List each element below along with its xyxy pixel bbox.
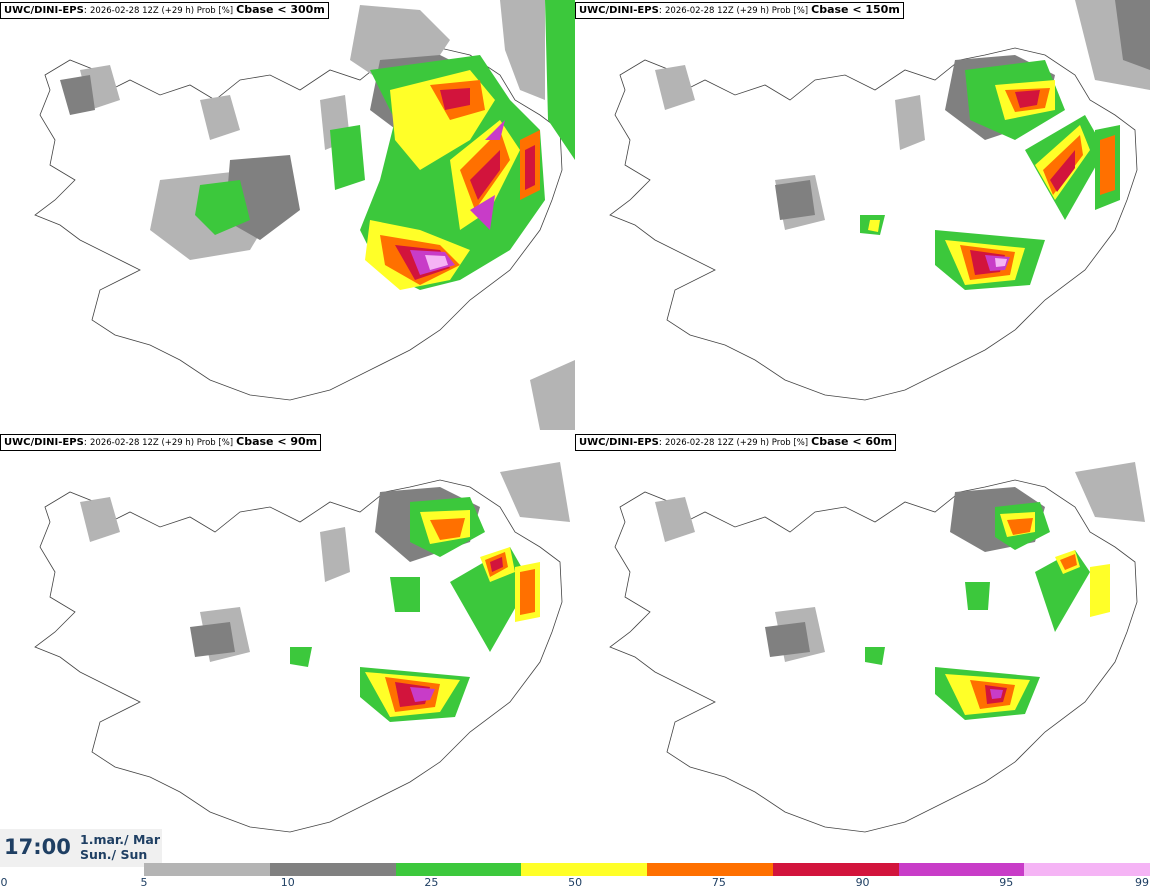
variable-name: Cbase < 90m — [236, 435, 318, 448]
prob-99 — [425, 255, 448, 270]
prob-25-50 — [290, 497, 530, 722]
valid-time: 17:00 — [4, 835, 71, 859]
prob-90-95 — [395, 557, 503, 707]
prob-99 — [995, 258, 1007, 267]
colorbar-segment — [1024, 863, 1150, 876]
prob-5-10 — [80, 0, 575, 430]
prob-50-75 — [868, 80, 1090, 285]
run-info: 2026-02-28 12Z (+29 h) Prob [%] — [90, 6, 234, 16]
run-info: 2026-02-28 12Z (+29 h) Prob [%] — [665, 6, 809, 16]
colorbar-tick-label: 10 — [280, 876, 295, 889]
colorbar-tick-label: 0 — [0, 876, 8, 889]
map-panel-cbase-150: UWC/DINI-EPS: 2026-02-28 12Z (+29 h) Pro… — [575, 0, 1150, 432]
variable-name: Cbase < 60m — [811, 435, 893, 448]
colorbar-tick-label: 5 — [140, 876, 148, 889]
colorbar-segment — [647, 863, 773, 876]
colorbar-tick-label: 75 — [711, 876, 726, 889]
colorbar-segment — [395, 863, 522, 876]
prob-10-25 — [775, 0, 1150, 220]
variable-name: Cbase < 300m — [236, 3, 325, 16]
prob-10-25 — [60, 55, 480, 240]
colorbar — [144, 863, 1150, 876]
variable-name: Cbase < 150m — [811, 3, 900, 16]
prob-10-25 — [190, 487, 480, 657]
map-canvas — [34, 462, 570, 833]
colorbar-segment — [772, 863, 899, 876]
colorbar-segment — [144, 863, 270, 876]
model-name: UWC/DINI-EPS — [4, 5, 84, 16]
map-canvas — [609, 0, 1150, 401]
prob-5-10 — [655, 0, 1150, 230]
colorbar-segment — [269, 863, 396, 876]
colorbar-tick-label: 50 — [568, 876, 583, 889]
prob-95-99 — [990, 689, 1003, 699]
prob-95-99 — [410, 120, 505, 275]
run-info: 2026-02-28 12Z (+29 h) Prob [%] — [90, 438, 234, 448]
colorbar-segment — [521, 863, 647, 876]
model-name: UWC/DINI-EPS — [579, 5, 659, 16]
map-canvas — [34, 0, 575, 430]
prob-10-25 — [765, 487, 1045, 657]
valid-weekday: Sun./ Sun — [80, 847, 148, 862]
colorbar-tick-label: 99 — [1135, 876, 1149, 889]
prob-90-95 — [395, 88, 535, 280]
model-name: UWC/DINI-EPS — [4, 437, 84, 448]
prob-5-10 — [655, 462, 1145, 662]
map-panel-cbase-60: UWC/DINI-EPS: 2026-02-28 12Z (+29 h) Pro… — [575, 432, 1150, 864]
map-canvas — [609, 462, 1145, 833]
panel-title: UWC/DINI-EPS: 2026-02-28 12Z (+29 h) Pro… — [0, 2, 329, 19]
model-name: UWC/DINI-EPS — [579, 437, 659, 448]
prob-95-99 — [410, 687, 435, 702]
colorbar-tick-label: 90 — [855, 876, 870, 889]
prob-75-90 — [970, 518, 1077, 709]
colorbar-tick-label: 25 — [424, 876, 439, 889]
valid-date: 1.mar./ Mar — [80, 832, 160, 847]
panel-title: UWC/DINI-EPS: 2026-02-28 12Z (+29 h) Pro… — [0, 434, 322, 451]
colorbar-segment — [898, 863, 1025, 876]
panel-title: UWC/DINI-EPS: 2026-02-28 12Z (+29 h) Pro… — [575, 2, 904, 19]
run-info: 2026-02-28 12Z (+29 h) Prob [%] — [665, 438, 809, 448]
map-panel-cbase-90: UWC/DINI-EPS: 2026-02-28 12Z (+29 h) Pro… — [0, 432, 575, 864]
prob-5-10 — [80, 462, 570, 662]
panel-title: UWC/DINI-EPS: 2026-02-28 12Z (+29 h) Pro… — [575, 434, 897, 451]
prob-90-95 — [970, 90, 1075, 275]
colorbar-tick-label: 95 — [999, 876, 1014, 889]
map-panel-cbase-300: UWC/DINI-EPS: 2026-02-28 12Z (+29 h) Pro… — [0, 0, 575, 432]
valid-time-box: 17:00 1.mar./ Mar Sun./ Sun — [0, 829, 162, 867]
prob-50-75 — [365, 70, 520, 290]
